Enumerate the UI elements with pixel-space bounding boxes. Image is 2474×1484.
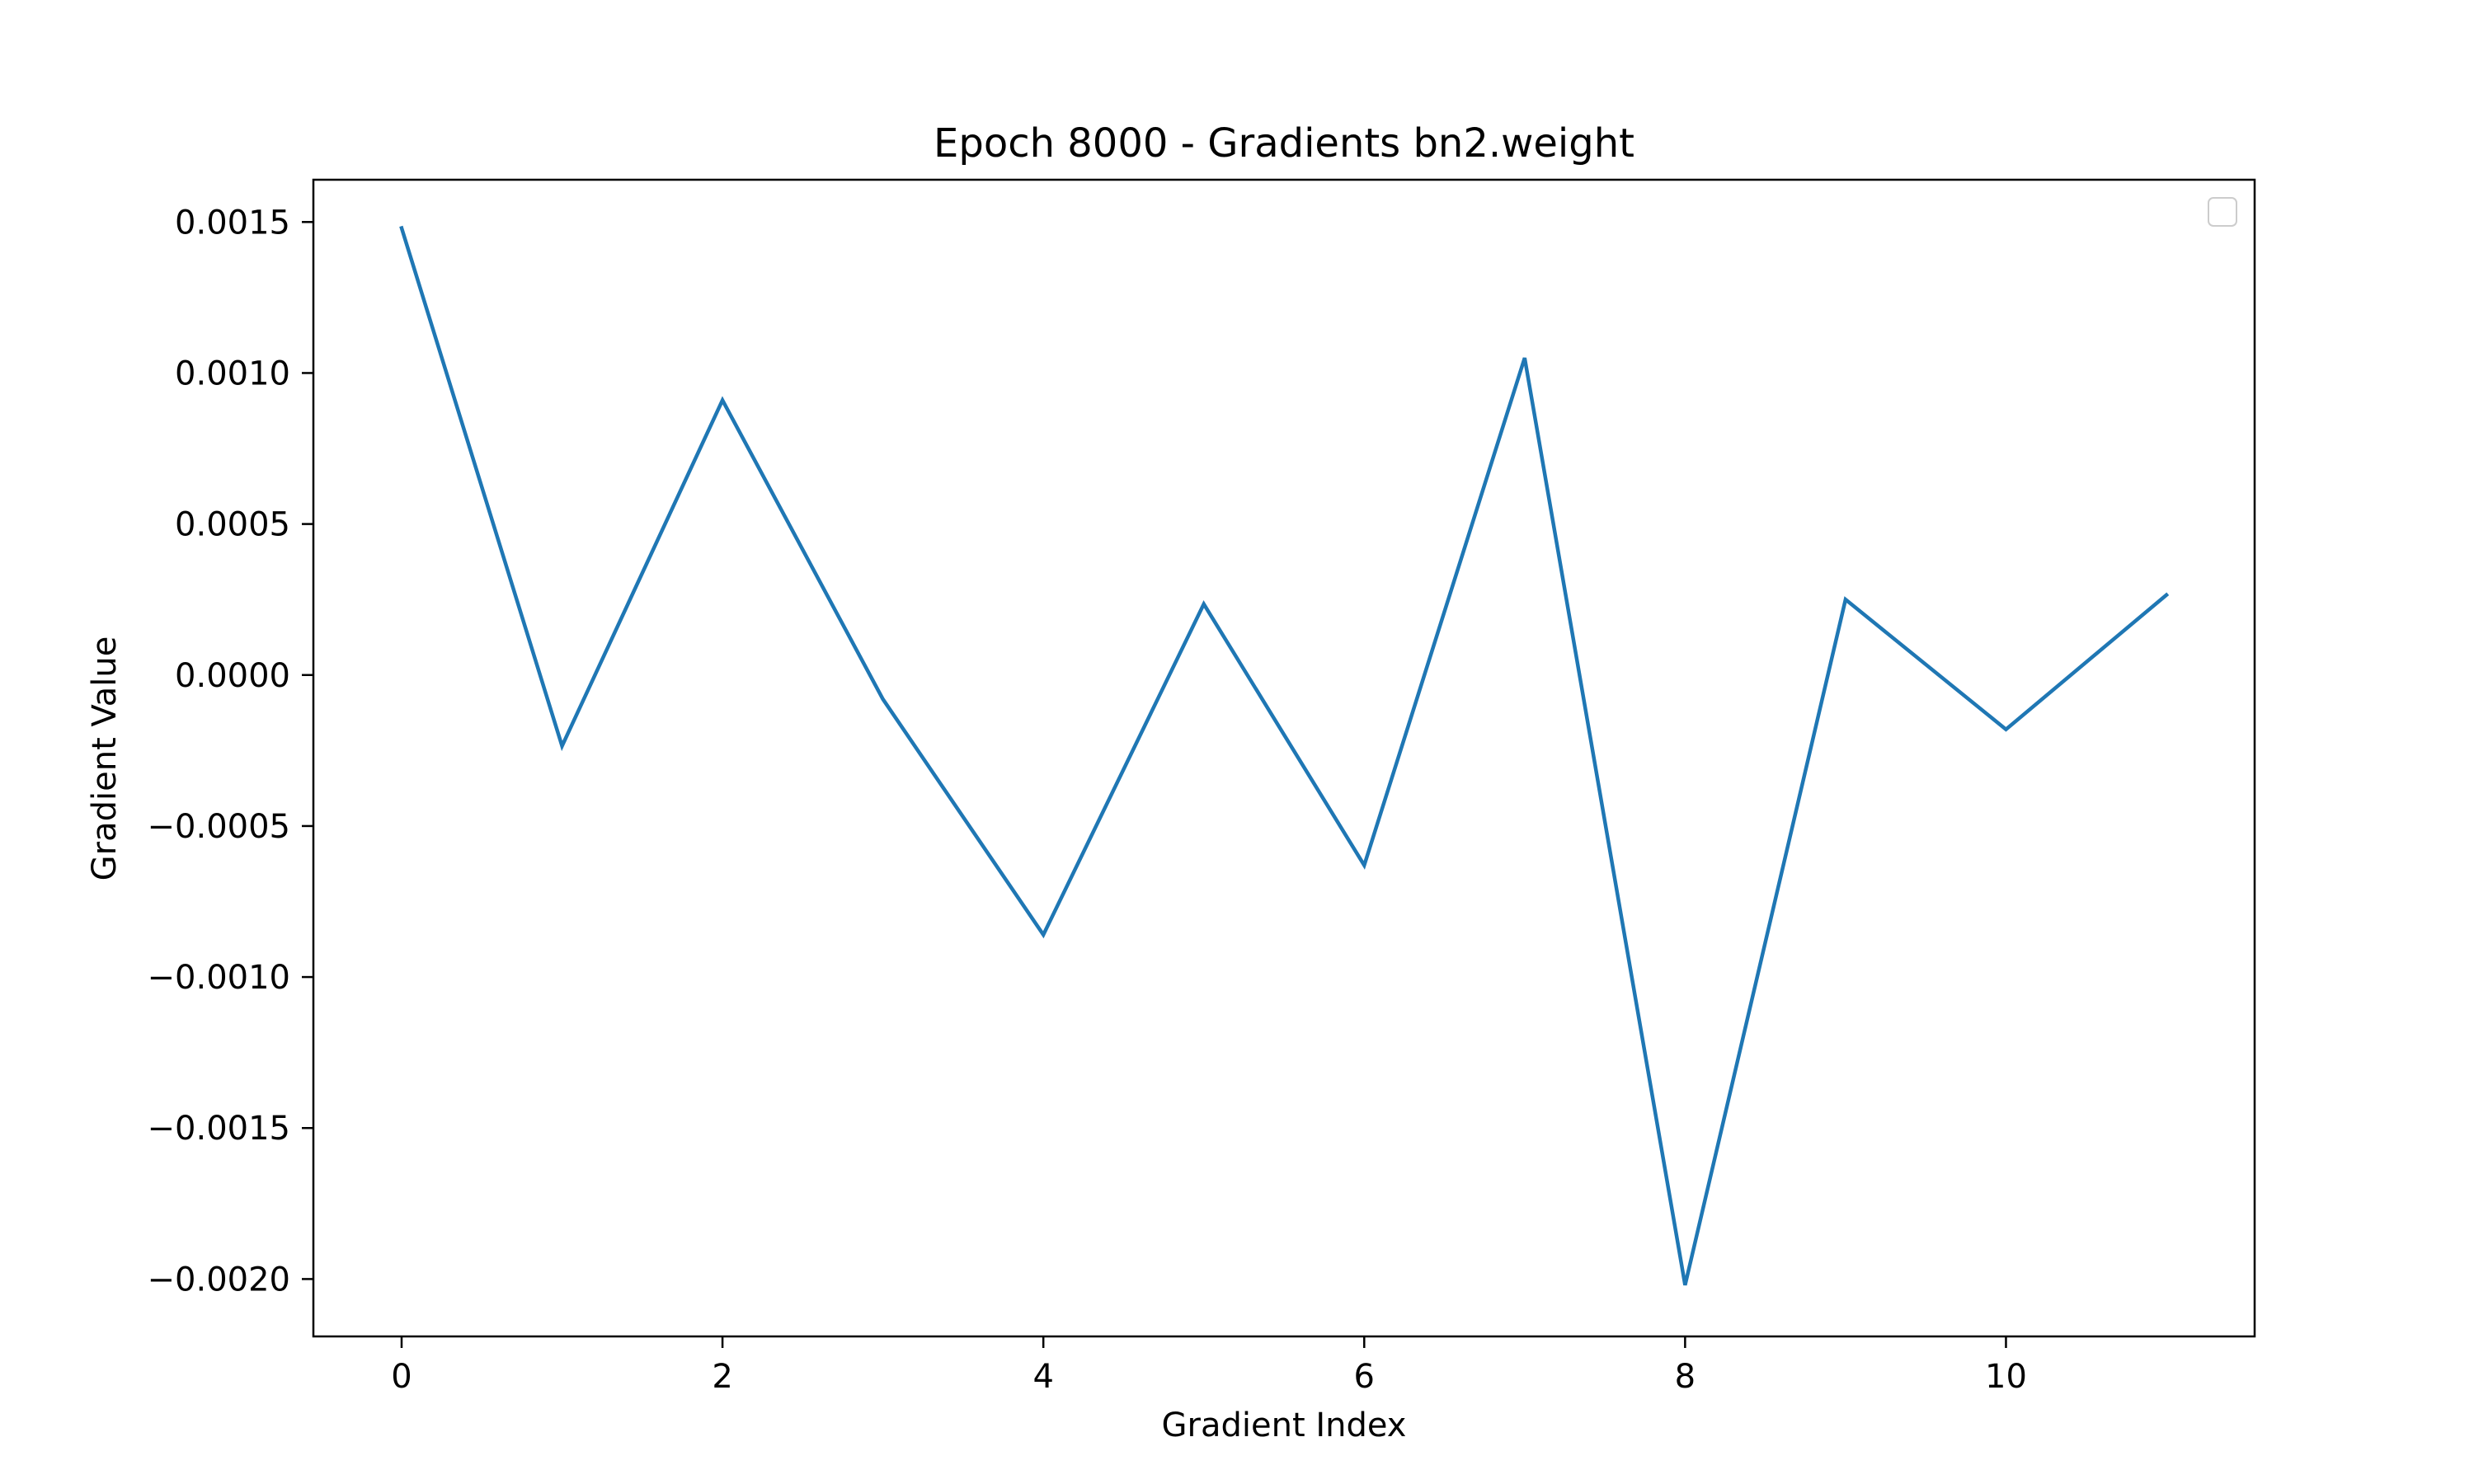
y-tick-label: −0.0015 [148,1110,290,1148]
y-tick-label: 0.0000 [175,657,290,695]
x-axis-ticks: 0 2 4 6 8 10 [391,1336,2027,1396]
x-tick-label: 10 [1985,1358,2027,1396]
y-axis-ticks: 0.0015 0.0010 0.0005 0.0000 −0.0005 −0.0010 −0… [148,204,313,1298]
x-axis-label: Gradient Index [1162,1407,1407,1444]
y-axis-label: Gradient Value [86,636,124,881]
series-line [399,225,2170,1286]
x-tick-label: 8 [1675,1358,1696,1396]
x-tick-label: 4 [1032,1358,1053,1396]
legend-box [2208,197,2237,227]
x-tick-label: 0 [391,1358,412,1396]
plot-area [399,225,2170,1286]
x-tick-label: 6 [1354,1358,1375,1396]
y-tick-label: 0.0005 [175,506,290,544]
y-tick-label: −0.0020 [148,1261,290,1298]
legend [2208,197,2237,227]
y-tick-label: −0.0005 [148,808,290,846]
x-tick-label: 2 [712,1358,732,1396]
y-tick-label: 0.0015 [175,204,290,242]
plot-frame [312,178,2256,1338]
y-tick-label: 0.0010 [175,355,290,392]
y-tick-label: −0.0010 [148,959,290,997]
chart-title: Epoch 8000 - Gradients bn2.weight [934,120,1634,167]
